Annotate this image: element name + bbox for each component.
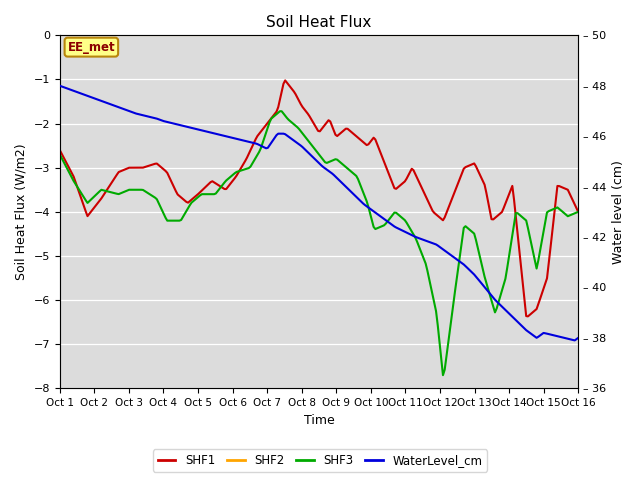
- Legend: SHF1, SHF2, SHF3, WaterLevel_cm: SHF1, SHF2, SHF3, WaterLevel_cm: [153, 449, 487, 472]
- Title: Soil Heat Flux: Soil Heat Flux: [266, 15, 372, 30]
- X-axis label: Time: Time: [303, 414, 334, 427]
- Y-axis label: Water level (cm): Water level (cm): [612, 160, 625, 264]
- Text: EE_met: EE_met: [68, 41, 115, 54]
- Y-axis label: Soil Heat Flux (W/m2): Soil Heat Flux (W/m2): [15, 144, 28, 280]
